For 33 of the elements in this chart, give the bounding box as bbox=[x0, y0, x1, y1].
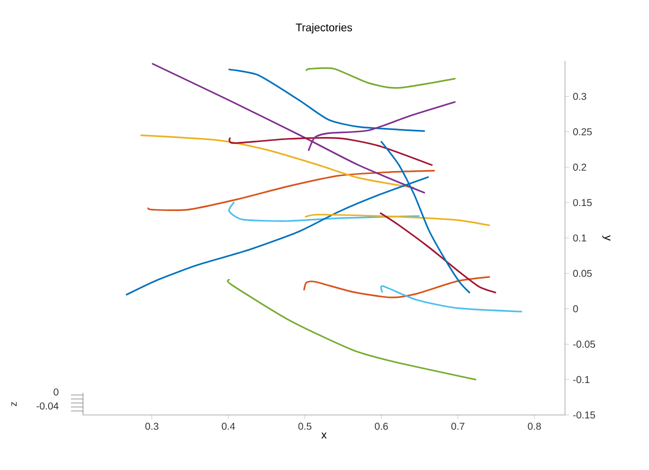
line-series bbox=[304, 214, 490, 226]
x-tick-label: 0.5 bbox=[298, 422, 312, 430]
line-series bbox=[140, 134, 414, 189]
line-series bbox=[228, 68, 426, 132]
x-tick-label: 0.3 bbox=[145, 422, 158, 430]
x-tick-label: 0.4 bbox=[222, 422, 236, 430]
y-tick-label: 0.05 bbox=[573, 270, 592, 277]
x-axis-title: x bbox=[321, 432, 327, 438]
x-tick-label: 0.6 bbox=[374, 422, 388, 430]
y-tick-label: 0.25 bbox=[573, 128, 592, 136]
text: 0 bbox=[54, 388, 58, 396]
x-tick-label: 0.8 bbox=[528, 422, 541, 430]
y-tick-label: 0.1 bbox=[573, 234, 586, 242]
line-series bbox=[228, 137, 433, 166]
line-series bbox=[227, 278, 476, 380]
line-series bbox=[380, 285, 522, 312]
y-tick-label: -0.15 bbox=[573, 411, 596, 419]
y-tick-label: 0 bbox=[573, 305, 578, 312]
y-tick-label: 0.2 bbox=[573, 164, 586, 171]
y-axis-title: y bbox=[602, 235, 610, 241]
line-series bbox=[147, 170, 435, 212]
chart-title: Trajectories bbox=[296, 23, 352, 34]
line-series bbox=[303, 276, 490, 298]
y-tick-label: -0.05 bbox=[573, 340, 596, 348]
text: z bbox=[11, 402, 17, 406]
text: -0.04 bbox=[36, 402, 59, 410]
line-series bbox=[306, 67, 456, 89]
y-tick-label: -0.1 bbox=[573, 376, 590, 384]
y-tick-label: 0.15 bbox=[573, 199, 592, 206]
line-series bbox=[228, 202, 420, 222]
line-series bbox=[380, 212, 496, 294]
y-tick-label: 0.3 bbox=[573, 92, 586, 100]
x-tick-label: 0.7 bbox=[451, 422, 464, 430]
